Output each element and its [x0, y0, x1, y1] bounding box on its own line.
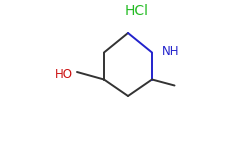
Text: HO: HO — [55, 68, 73, 81]
Text: NH: NH — [162, 45, 179, 58]
Text: HCl: HCl — [124, 4, 148, 18]
